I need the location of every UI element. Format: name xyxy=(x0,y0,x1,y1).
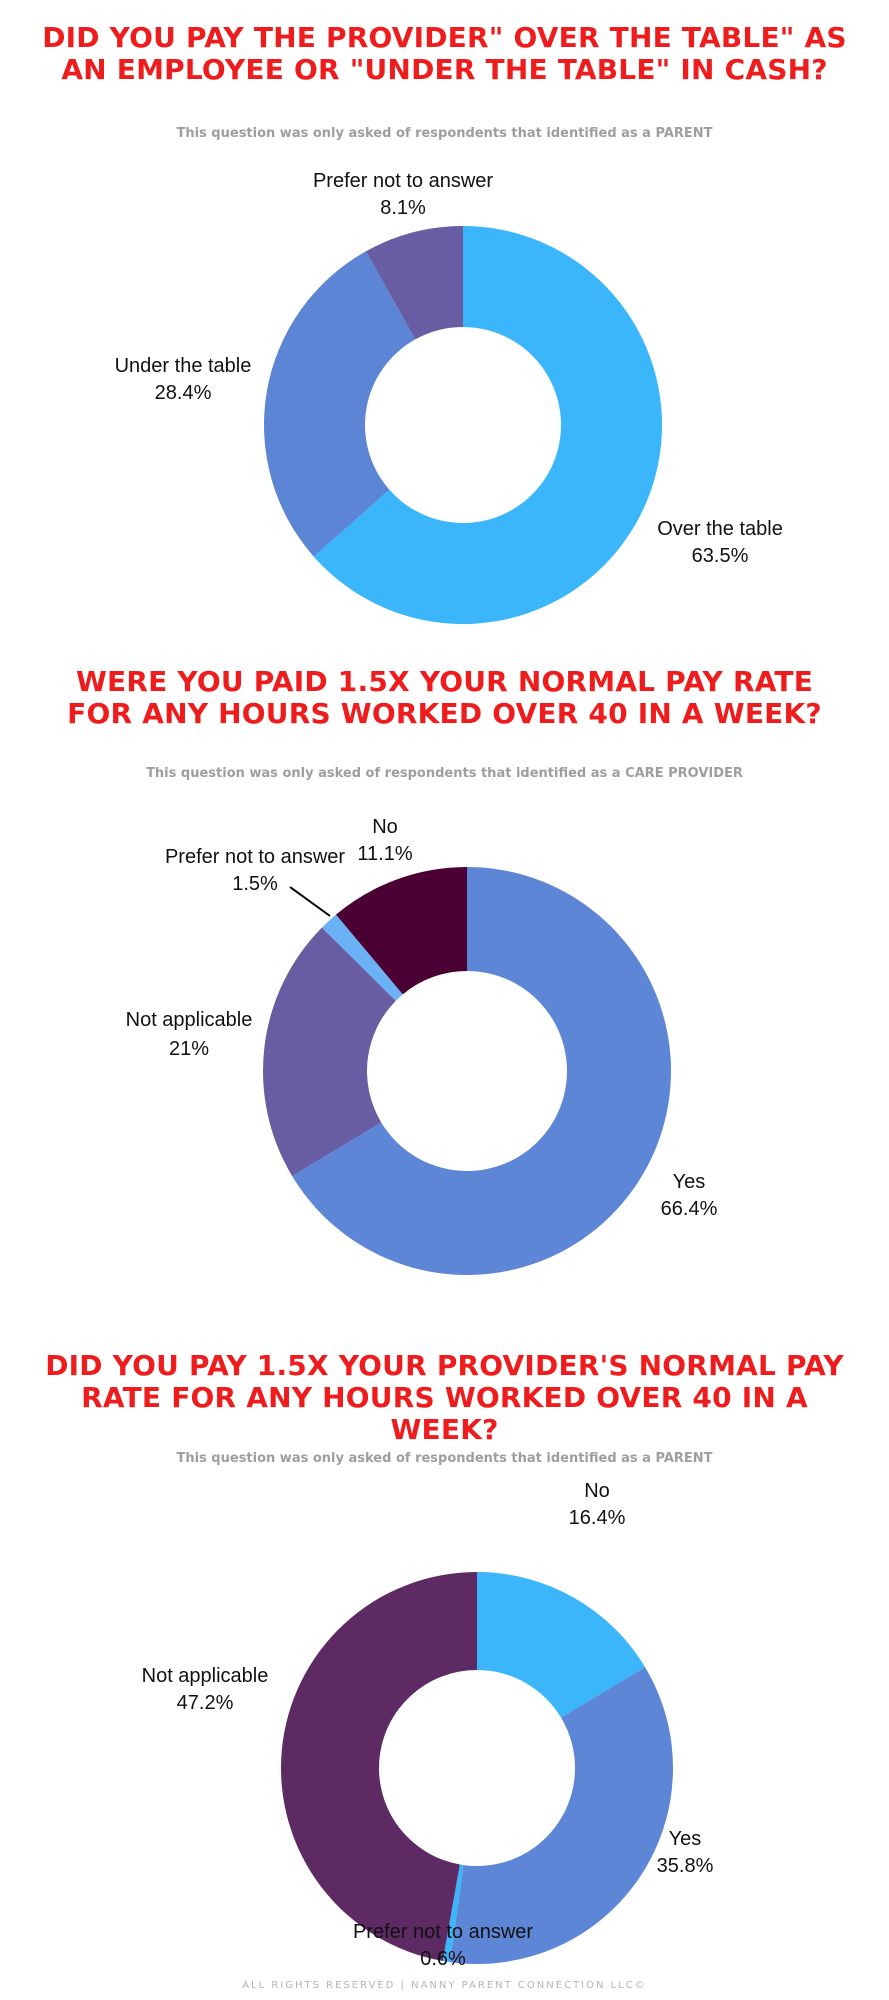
chart-3-slice-prefer-not-to-answer xyxy=(442,1864,464,1963)
chart-1-value-prefer-not: 8.1% xyxy=(380,197,426,219)
chart-1-subtitle: This question was only asked of responde… xyxy=(176,126,713,141)
chart-2-value-no: 11.1% xyxy=(357,843,412,865)
chart-3-slice-no xyxy=(477,1572,646,1718)
chart-2-label-not-applicable: Not applicable xyxy=(126,1009,253,1031)
chart-2-slice-not-applicable xyxy=(262,927,396,1176)
chart-1-label-over-the-table: Over the table xyxy=(657,518,783,540)
chart-3-slice-yes xyxy=(449,1667,673,1964)
chart-3-slice-not-applicable xyxy=(281,1572,477,1961)
chart-3-value-yes: 35.8% xyxy=(657,1855,714,1877)
chart-2-slice-no xyxy=(335,867,467,995)
chart-2-value-not-applicable: 21% xyxy=(169,1038,209,1060)
chart-1-value-under-the-table: 28.4% xyxy=(155,382,212,404)
chart-1-donut: Over the table 63.5% Under the table 28.… xyxy=(115,170,783,624)
chart-2-value-prefer-not: 1.5% xyxy=(232,873,278,895)
chart-2-slice-yes xyxy=(292,867,671,1275)
chart-1-slice-under-the-table xyxy=(263,251,416,557)
chart-3-title: DID YOU PAY 1.5X YOUR PROVIDER'S NORMAL … xyxy=(45,1349,844,1446)
chart-3-value-prefer-not: 0.6% xyxy=(420,1948,466,1970)
chart-2-label-no: No xyxy=(372,816,398,838)
chart-1-slice-over-the-table xyxy=(313,226,662,624)
chart-3-donut: No 16.4% Yes 35.8% Prefer not to answer … xyxy=(142,1480,714,1970)
chart-1-slice-prefer-not-to-answer xyxy=(366,226,463,340)
footer-copyright: ALL RIGHTS RESERVED | NANNY PARENT CONNE… xyxy=(242,1980,647,1991)
chart-1-label-under-the-table: Under the table xyxy=(115,355,252,377)
chart-3-label-yes: Yes xyxy=(669,1828,702,1850)
chart-2-donut: Yes 66.4% Not applicable 21% Prefer not … xyxy=(126,816,718,1275)
chart-2-title: WERE YOU PAID 1.5X YOUR NORMAL PAY RATE … xyxy=(67,665,822,730)
chart-3-label-prefer-not: Prefer not to answer xyxy=(353,1921,533,1943)
chart-2-subtitle: This question was only asked of responde… xyxy=(146,766,743,781)
chart-2-value-yes: 66.4% xyxy=(661,1198,718,1220)
chart-2-label-prefer-not: Prefer not to answer xyxy=(165,846,345,868)
chart-1-value-over-the-table: 63.5% xyxy=(692,545,749,567)
chart-1-title: DID YOU PAY THE PROVIDER" OVER THE TABLE… xyxy=(42,21,847,86)
chart-1-label-prefer-not: Prefer not to answer xyxy=(313,170,493,192)
chart-2-slice-prefer-not-to-answer xyxy=(321,914,403,1001)
chart-2-leader-line xyxy=(289,886,331,917)
chart-3-label-no: No xyxy=(584,1480,610,1502)
chart-3-value-not-applicable: 47.2% xyxy=(177,1692,234,1714)
chart-2-label-yes: Yes xyxy=(673,1171,706,1193)
chart-3-subtitle: This question was only asked of responde… xyxy=(176,1451,713,1466)
chart-3-label-not-applicable: Not applicable xyxy=(142,1665,269,1687)
chart-3-value-no: 16.4% xyxy=(569,1507,626,1529)
